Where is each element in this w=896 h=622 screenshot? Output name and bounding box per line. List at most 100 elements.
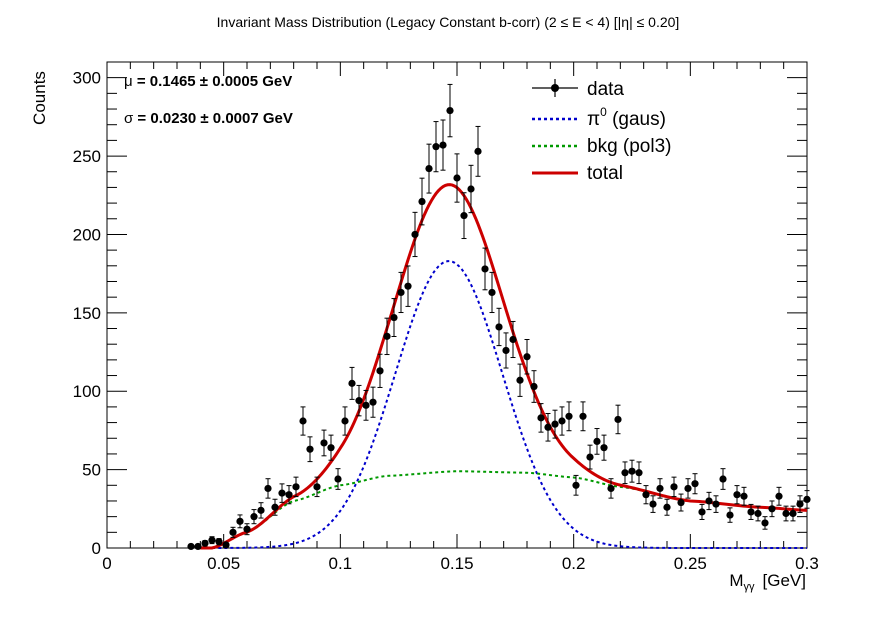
y-axis-label: Counts: [30, 71, 49, 125]
data-point: [397, 271, 405, 314]
data-point: [621, 461, 629, 485]
data-point: [404, 265, 412, 307]
legend-label-signal: π0 (gaus): [587, 105, 666, 130]
data-marker: [390, 313, 398, 322]
data-marker: [488, 288, 496, 297]
data-marker: [523, 353, 531, 361]
y-tick-label: 0: [92, 539, 101, 558]
data-marker: [656, 484, 664, 493]
data-marker: [642, 491, 650, 499]
data-point: [579, 401, 587, 432]
data-marker: [803, 495, 811, 503]
data-marker: [761, 519, 769, 527]
plot-frame: [106, 61, 808, 549]
data-point: [761, 516, 769, 530]
data-marker: [558, 417, 566, 425]
data-point: [292, 476, 300, 498]
data-marker: [327, 444, 335, 452]
data-marker: [222, 541, 230, 549]
data-marker: [285, 491, 293, 499]
data-marker: [705, 497, 713, 505]
data-point: [530, 370, 538, 403]
legend-label-background: bkg (pol3): [587, 136, 672, 157]
data-point: [229, 526, 237, 538]
data-point: [544, 412, 552, 442]
x-tick-label: 0.15: [440, 554, 473, 573]
data-point: [201, 539, 209, 547]
legend-item-total: total: [532, 163, 623, 184]
data-point: [586, 444, 594, 470]
data-point: [754, 505, 762, 522]
data-point: [460, 192, 468, 240]
data-point: [516, 363, 524, 397]
data-marker: [215, 538, 223, 546]
legend-item-signal: π0 (gaus): [532, 105, 666, 130]
data-marker: [334, 475, 342, 483]
background-pol3-curve: [200, 470, 808, 549]
y-tick-label: 300: [73, 69, 101, 88]
data-marker: [747, 508, 755, 516]
data-marker: [670, 483, 678, 491]
data-marker: [607, 484, 615, 493]
legend-marker-data: [551, 84, 559, 92]
data-point: [628, 459, 636, 483]
data-point: [537, 403, 545, 433]
data-marker: [467, 185, 475, 193]
data-point: [432, 121, 440, 173]
legend-label-total: total: [587, 163, 623, 184]
data-marker: [565, 412, 573, 420]
y-axis: 0 50 100 150 200 250 300: [73, 61, 807, 558]
data-point: [502, 332, 510, 369]
data-point: [467, 164, 475, 214]
data-marker: [243, 525, 251, 533]
data-point: [712, 495, 720, 513]
data-points: [187, 83, 811, 551]
data-point: [355, 384, 363, 417]
data-marker: [649, 500, 657, 508]
data-point: [418, 177, 426, 226]
data-point: [523, 338, 531, 375]
data-point: [663, 498, 671, 516]
data-marker: [614, 415, 622, 424]
data-marker: [432, 143, 440, 151]
data-point: [341, 406, 349, 436]
fit-parameters: μ = 0.1465 ± 0.0005 GeV σ = 0.0230 ± 0.0…: [124, 73, 293, 127]
data-point: [593, 428, 601, 455]
y-tick-label: 200: [73, 225, 101, 244]
data-marker: [404, 282, 412, 290]
data-marker: [257, 506, 265, 514]
data-point: [369, 386, 377, 418]
data-point: [775, 486, 783, 506]
data-marker: [313, 483, 321, 491]
data-point: [411, 211, 419, 258]
data-point: [600, 434, 608, 461]
data-marker: [495, 323, 503, 331]
data-point: [299, 406, 307, 436]
data-marker: [691, 480, 699, 488]
data-marker: [369, 398, 377, 406]
data-point: [684, 478, 692, 499]
data-marker: [306, 445, 314, 453]
data-marker: [320, 439, 328, 447]
data-marker: [551, 420, 559, 428]
data-point: [327, 434, 335, 461]
data-point: [334, 468, 342, 490]
data-marker: [187, 542, 195, 551]
data-marker: [299, 417, 307, 425]
fit-param-sigma: σ = 0.0230 ± 0.0007 GeV: [124, 110, 293, 127]
x-tick-label: 0.05: [207, 554, 240, 573]
data-marker: [397, 288, 405, 297]
data-marker: [698, 508, 706, 516]
data-marker: [278, 489, 286, 497]
data-marker: [250, 513, 258, 521]
data-marker: [460, 212, 468, 220]
data-point: [348, 366, 356, 400]
data-point: [453, 153, 461, 203]
data-point: [733, 485, 741, 505]
data-marker: [796, 500, 804, 508]
x-tick-label: 0.2: [562, 554, 586, 573]
data-point: [565, 401, 573, 432]
data-point: [649, 495, 657, 513]
data-point: [677, 493, 685, 512]
